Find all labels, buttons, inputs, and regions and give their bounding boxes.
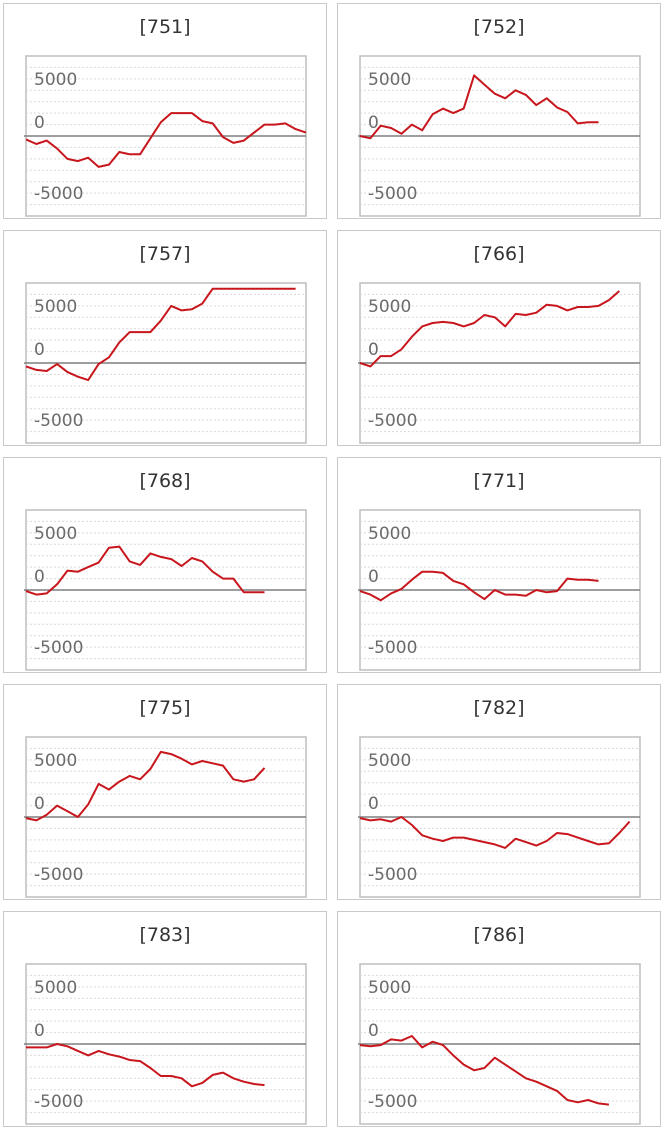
y-tick-label: 0 (368, 794, 379, 814)
chart-title: [786] (473, 924, 525, 946)
chart-title: [783] (139, 924, 191, 946)
chart-panel: [766] 5000 0 -5000 (337, 230, 661, 446)
series-line (25, 287, 296, 382)
chart-panel: [786] 5000 0 -5000 (337, 911, 661, 1127)
y-tick-label: 0 (368, 340, 379, 360)
chart-svg: 5000 0 -5000 (358, 509, 641, 671)
chart-panel: [757] 5000 0 -5000 (3, 230, 327, 446)
y-tick-label: 0 (368, 567, 379, 587)
series-line (25, 112, 307, 168)
chart-title: [766] (473, 243, 525, 265)
y-tick-label: 5000 (34, 70, 77, 90)
y-tick-label: -5000 (368, 638, 417, 658)
y-tick-label: -5000 (34, 411, 83, 431)
chart-svg: 5000 0 -5000 (24, 736, 307, 898)
chart-svg: 5000 0 -5000 (358, 282, 641, 444)
y-tick-label: -5000 (368, 865, 417, 885)
chart-svg: 5000 0 -5000 (24, 509, 307, 671)
y-tick-label: 5000 (34, 524, 77, 544)
y-tick-label: 5000 (368, 978, 411, 998)
series-line (359, 816, 631, 849)
y-tick-label: -5000 (34, 184, 83, 204)
chart-title: [768] (139, 470, 191, 492)
y-tick-label: -5000 (368, 184, 417, 204)
series-line (359, 570, 599, 602)
chart-panel: [771] 5000 0 -5000 (337, 457, 661, 673)
y-tick-label: 0 (34, 567, 45, 587)
chart-svg: 5000 0 -5000 (24, 282, 307, 444)
y-tick-label: -5000 (34, 638, 83, 658)
y-tick-label: 0 (34, 113, 45, 133)
chart-title: [782] (473, 697, 525, 719)
y-tick-label: 5000 (368, 751, 411, 771)
chart-svg: 5000 0 -5000 (24, 55, 307, 217)
chart-title: [751] (139, 16, 191, 38)
series-line (359, 290, 620, 368)
chart-svg: 5000 0 -5000 (24, 963, 307, 1125)
chart-panel: [775] 5000 0 -5000 (3, 684, 327, 900)
chart-title: [757] (139, 243, 191, 265)
y-tick-label: 5000 (368, 297, 411, 317)
chart-panel: [768] 5000 0 -5000 (3, 457, 327, 673)
y-tick-label: -5000 (34, 1092, 83, 1112)
y-tick-label: 0 (34, 340, 45, 360)
series-line (25, 750, 266, 822)
y-tick-label: 5000 (368, 524, 411, 544)
chart-svg: 5000 0 -5000 (358, 736, 641, 898)
y-tick-label: 0 (368, 1021, 379, 1041)
y-tick-label: 0 (34, 1021, 45, 1041)
chart-svg: 5000 0 -5000 (358, 963, 641, 1125)
y-tick-label: -5000 (34, 865, 83, 885)
chart-panel: [782] 5000 0 -5000 (337, 684, 661, 900)
chart-panel: [783] 5000 0 -5000 (3, 911, 327, 1127)
chart-panel: [751] 5000 0 -5000 (3, 3, 327, 219)
chart-title: [771] (473, 470, 525, 492)
chart-svg: 5000 0 -5000 (358, 55, 641, 217)
y-tick-label: 5000 (34, 751, 77, 771)
y-tick-label: -5000 (368, 1092, 417, 1112)
series-line (359, 74, 599, 140)
chart-title: [752] (473, 16, 525, 38)
series-line (25, 545, 265, 596)
y-tick-label: 0 (368, 113, 379, 133)
y-tick-label: 5000 (34, 978, 77, 998)
series-line (359, 1035, 610, 1106)
chart-panel: [752] 5000 0 -5000 (337, 3, 661, 219)
chart-title: [775] (139, 697, 191, 719)
y-tick-label: 5000 (368, 70, 411, 90)
y-tick-label: -5000 (368, 411, 417, 431)
series-line (26, 1043, 265, 1088)
y-tick-label: 5000 (34, 297, 77, 317)
y-tick-label: 0 (34, 794, 45, 814)
